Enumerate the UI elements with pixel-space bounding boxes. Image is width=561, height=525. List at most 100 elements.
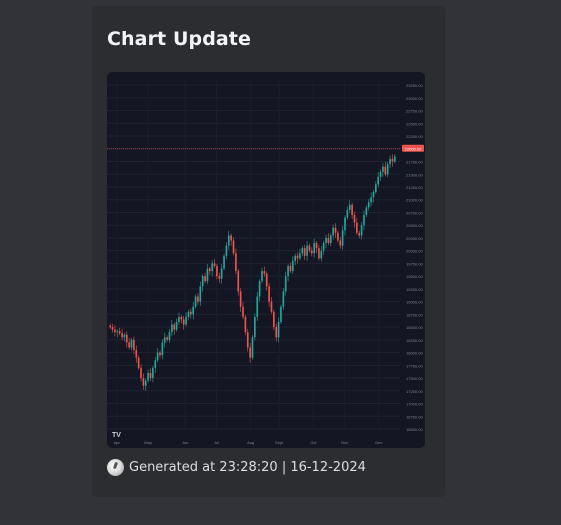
candle-body [168, 332, 171, 340]
candle-body [275, 327, 278, 338]
candle-body [389, 158, 391, 165]
candle-body [161, 342, 164, 356]
x-tick-label: Jun [182, 440, 188, 445]
candle-body [270, 301, 273, 312]
candle-body [363, 215, 365, 226]
candle-body [337, 232, 339, 241]
candle-body [306, 245, 308, 256]
candle-body [116, 331, 119, 333]
candle-body [320, 250, 323, 259]
candle-body [159, 352, 161, 356]
candle-body [299, 253, 301, 259]
candle-body [154, 360, 157, 368]
candle-body [322, 243, 325, 251]
y-tick-label: 16500.00 [406, 427, 423, 432]
candle-body [315, 243, 318, 249]
candle-body [144, 380, 147, 386]
candlestick-chart-image[interactable]: 16500.00 16750.00 17000.00 17250.00 17500.00… [107, 72, 425, 448]
x-tick-label: Dec [375, 440, 382, 445]
x-tick-label: Jul [214, 440, 219, 445]
candle-body [365, 207, 368, 216]
candle-body [344, 217, 346, 231]
candle-body [367, 202, 370, 208]
y-tick-label: 22250.00 [406, 134, 423, 139]
candle-body [118, 331, 121, 334]
candle-body [163, 337, 166, 343]
y-tick-label: 21500.00 [406, 172, 423, 177]
candle-body [197, 296, 199, 302]
candle-body [192, 306, 195, 315]
candle-body [235, 253, 237, 272]
y-tick-label: 19750.00 [406, 261, 423, 266]
candle-body [171, 324, 173, 333]
y-tick-label: 17000.00 [406, 402, 423, 407]
candle-body [173, 324, 176, 330]
y-tick-label: 18500.00 [406, 325, 423, 330]
y-tick-label: 17500.00 [406, 376, 423, 381]
candle-body [220, 268, 223, 279]
candle-body [199, 286, 202, 302]
candle-body [246, 332, 249, 348]
y-tick-label: 20500.00 [406, 223, 423, 228]
candle-body [287, 265, 289, 277]
candle-body [353, 215, 356, 223]
candle-body [375, 184, 377, 193]
candle-body [223, 255, 225, 269]
embed-title: Chart Update [107, 28, 251, 50]
candle-body [218, 276, 221, 279]
candle-body [152, 367, 154, 379]
candle-body [308, 245, 311, 251]
candle-body [358, 232, 361, 236]
current-price-label: 22000.00 [405, 146, 422, 151]
y-tick-label: 22500.00 [406, 121, 423, 126]
candle-body [121, 333, 123, 338]
y-tick-label: 18000.00 [406, 351, 423, 356]
candle-body [256, 296, 259, 317]
candle-body [137, 357, 140, 368]
candle-body [258, 281, 261, 297]
y-tick-label: 18250.00 [406, 338, 423, 343]
candle-body [156, 352, 159, 361]
candle-body [268, 286, 270, 302]
candle-body [386, 164, 389, 175]
candle-body [225, 245, 228, 256]
y-tick-label: 23250.00 [406, 83, 423, 88]
candle-body [125, 334, 128, 343]
candle-body [251, 337, 254, 358]
candle-body [133, 339, 135, 351]
candle-body [356, 222, 358, 233]
candle-body [211, 263, 214, 272]
y-tick-label: 19000.00 [406, 300, 423, 305]
candle-body [227, 235, 230, 246]
candle-body [393, 156, 396, 162]
candle-body [296, 255, 299, 259]
candle-body [204, 276, 206, 282]
candle-body [254, 316, 256, 338]
candle-body [213, 263, 216, 266]
candle-body [130, 339, 133, 348]
candle-body [232, 240, 235, 254]
y-tick-label: 16750.00 [406, 414, 423, 419]
candle-body [377, 176, 380, 185]
candle-body [187, 311, 190, 317]
x-tick-label: May [144, 440, 152, 445]
candle-body [280, 306, 282, 323]
y-tick-label: 19250.00 [406, 287, 423, 292]
candle-body [263, 271, 266, 274]
candle-body [140, 367, 142, 379]
candle-body [244, 316, 247, 333]
y-tick-label: 22750.00 [406, 109, 423, 114]
candle-body [190, 311, 192, 315]
candle-body [135, 350, 138, 358]
candle-body [289, 265, 292, 272]
candle-body [178, 316, 180, 323]
candle-body [273, 311, 275, 328]
x-tick-label: Apr [114, 440, 121, 445]
candlestick-chart: 16500.00 16750.00 17000.00 17250.00 17500.00… [107, 80, 424, 445]
candle-body [294, 255, 297, 261]
candle-body [341, 230, 344, 246]
candle-body [384, 166, 387, 175]
candle-body [327, 237, 330, 244]
candle-body [208, 268, 211, 272]
candle-body [325, 237, 327, 244]
